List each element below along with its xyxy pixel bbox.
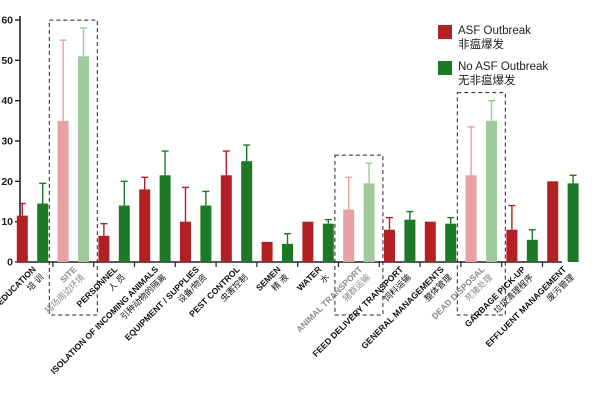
- bar-asf-outbreak: [16, 215, 28, 262]
- bar-no-asf-outbreak: [363, 183, 375, 262]
- bar-no-asf-outbreak: [159, 175, 171, 262]
- bar-no-asf-outbreak: [241, 161, 253, 262]
- bar-asf-outbreak: [424, 221, 436, 262]
- legend-swatch-asf-outbreak: [438, 25, 452, 39]
- bar-no-asf-outbreak: [118, 205, 130, 262]
- highlight-box: [334, 154, 384, 316]
- y-tick-label: 60: [1, 15, 13, 27]
- highlight-box: [456, 92, 506, 316]
- bar-no-asf-outbreak: [404, 219, 416, 262]
- bar-no-asf-outbreak: [526, 239, 538, 262]
- y-tick-label: 0: [7, 257, 13, 269]
- bar-no-asf-outbreak: [322, 223, 334, 262]
- bar-no-asf-outbreak: [37, 203, 49, 262]
- bar-no-asf-outbreak: [486, 120, 497, 262]
- bar-asf-outbreak: [139, 189, 151, 262]
- bar-asf-outbreak: [384, 229, 395, 262]
- bar-asf-outbreak: [98, 235, 110, 262]
- y-tick-label: 20: [1, 176, 13, 188]
- x-tick-label-en: ANIMAL TRANSPORT: [294, 264, 365, 335]
- bar-asf-outbreak: [506, 229, 518, 262]
- legend-label-asf-outbreak-zh: 非瘟爆发: [458, 39, 504, 51]
- y-tick-label: 30: [1, 136, 13, 148]
- legend-label-asf-outbreak-en: ASF Outbreak: [458, 25, 531, 37]
- bar-asf-outbreak: [302, 221, 314, 262]
- legend-swatch-no-asf-outbreak: [438, 61, 452, 75]
- y-tick-label: 10: [1, 216, 13, 228]
- bar-no-asf-outbreak: [567, 183, 579, 262]
- bar-asf-outbreak: [180, 221, 191, 262]
- bar-asf-outbreak: [465, 175, 477, 262]
- bar-no-asf-outbreak: [78, 56, 89, 262]
- bar-no-asf-outbreak: [445, 223, 457, 262]
- legend-label-no-asf-outbreak-en: No ASF Outbreak: [458, 61, 549, 73]
- legend: ASF Outbreak 非瘟爆发 No ASF Outbreak 无非瘟爆发: [438, 24, 600, 96]
- y-tick-label: 40: [1, 95, 13, 107]
- bar-asf-outbreak: [261, 241, 273, 262]
- legend-label-no-asf-outbreak-zh: 无非瘟爆发: [458, 75, 516, 87]
- legend-item-asf-outbreak: ASF Outbreak 非瘟爆发: [438, 24, 600, 52]
- bar-asf-outbreak: [57, 120, 69, 262]
- bar-no-asf-outbreak: [282, 243, 293, 262]
- bar-asf-outbreak: [547, 181, 559, 262]
- y-tick-label: 50: [1, 55, 13, 67]
- highlight-box: [48, 19, 98, 316]
- bar-asf-outbreak: [343, 209, 355, 262]
- bar-asf-outbreak: [220, 175, 232, 262]
- bar-no-asf-outbreak: [200, 205, 212, 262]
- legend-item-no-asf-outbreak: No ASF Outbreak 无非瘟爆发: [438, 60, 600, 88]
